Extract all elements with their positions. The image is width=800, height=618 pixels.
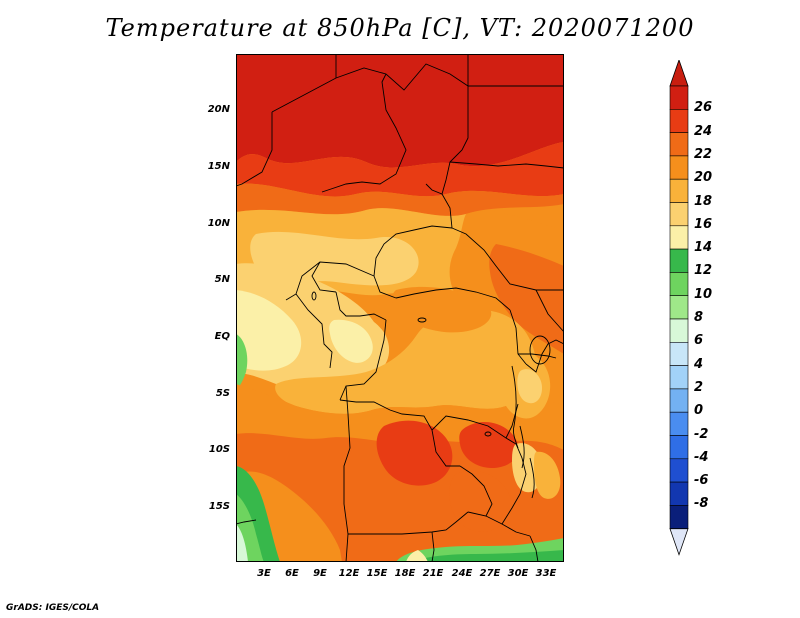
colorbar-swatch — [669, 132, 689, 157]
colorbar-tick-label: 24 — [694, 123, 713, 139]
colorbar-over-triangle — [669, 60, 689, 87]
lat-label: 15S — [208, 501, 230, 512]
lon-label: 6E — [285, 568, 299, 579]
field-band-20-basin — [391, 286, 492, 333]
field-band-8-sw — [236, 524, 248, 562]
colorbar-tick-label: 12 — [694, 263, 713, 279]
field-band-14-gabon — [329, 319, 373, 363]
grads-credit: GrADS: IGES/COLA — [6, 603, 100, 613]
colorbar-swatch — [669, 272, 689, 296]
colorbar-swatch — [669, 178, 689, 203]
field-band-22 — [236, 183, 564, 216]
colorbar-tick-label: 0 — [694, 403, 704, 419]
lat-label: 20N — [207, 104, 230, 115]
colorbar-tick-label: -8 — [694, 496, 709, 512]
colorbar-tick-label: -2 — [694, 426, 709, 442]
colorbar-swatch — [669, 341, 689, 366]
colorbar-tick-label: -6 — [694, 473, 709, 489]
field-band-12-coast — [236, 334, 248, 390]
colorbar-under-triangle — [669, 528, 689, 556]
lon-label: 12E — [338, 568, 360, 579]
colorbar-tick-label: 18 — [694, 193, 713, 209]
colorbar-tick-label: 6 — [694, 333, 704, 349]
colorbar-swatch — [669, 225, 689, 250]
colorbar-tick-label: 16 — [694, 216, 713, 232]
colorbar-swatch — [669, 388, 689, 413]
field-band-26 — [236, 54, 564, 168]
lat-label: 15N — [207, 161, 230, 172]
lon-label: 18E — [394, 568, 416, 579]
colorbar-swatch — [669, 155, 689, 180]
lakes — [311, 291, 551, 499]
field-band-14-coast — [236, 290, 302, 371]
colorbar-tick-label: 4 — [694, 356, 704, 372]
colorbar-swatch — [669, 505, 689, 529]
colorbar-tick-label: -4 — [694, 449, 709, 465]
colorbar — [669, 60, 689, 556]
map-frame — [236, 54, 564, 562]
map-plot-area — [236, 54, 564, 562]
colorbar-tick-label: 20 — [694, 170, 713, 186]
field-band-22-moz — [449, 470, 512, 532]
lon-label: 9E — [313, 568, 327, 579]
field-band-24 — [236, 142, 564, 197]
colorbar-tick-label: 2 — [694, 379, 704, 395]
field-band-10-south — [412, 550, 564, 562]
colorbar-swatch — [669, 458, 689, 483]
lon-label: 15E — [366, 568, 388, 579]
map-title: Temperature at 850hPa [C], VT: 202007120… — [105, 14, 695, 42]
colorbar-swatch — [669, 202, 689, 227]
lon-label: 21E — [422, 568, 444, 579]
colorbar-tick-label: 14 — [694, 240, 713, 256]
lon-label: 30E — [507, 568, 529, 579]
lat-label: 5N — [214, 274, 230, 285]
colorbar-swatch — [669, 248, 689, 273]
field-band-24-tz — [459, 422, 519, 468]
field-band-16-highland — [517, 369, 542, 404]
field-band-18-basin — [275, 309, 537, 414]
colorbar-swatch — [669, 318, 689, 343]
lon-label: 27E — [479, 568, 501, 579]
lat-label: EQ — [214, 331, 230, 342]
lat-label: 5S — [215, 388, 230, 399]
lon-label: 33E — [535, 568, 557, 579]
colorbar-tick-label: 22 — [694, 146, 713, 162]
temperature-map — [236, 54, 564, 562]
field-band-18-malawi — [534, 451, 561, 499]
field-band-22-east — [489, 244, 564, 354]
lon-label: 24E — [451, 568, 473, 579]
lat-label: 10S — [208, 444, 230, 455]
colorbar-swatch — [669, 435, 689, 460]
colorbar-tick-label: 8 — [694, 310, 704, 325]
colorbar-swatch — [669, 481, 689, 506]
colorbar-tick-label: 26 — [694, 100, 713, 116]
lat-label: 10N — [207, 218, 230, 229]
colorbar-swatch — [669, 411, 689, 436]
colorbar-tick-label: 10 — [694, 286, 713, 302]
country-boundaries — [236, 54, 564, 562]
lon-label: 3E — [257, 568, 271, 579]
colorbar-swatch — [669, 295, 689, 320]
field-band-14-south — [406, 550, 428, 562]
colorbar-swatch — [669, 85, 689, 110]
colorbar-swatch — [669, 365, 689, 390]
colorbar-swatch — [669, 108, 689, 133]
